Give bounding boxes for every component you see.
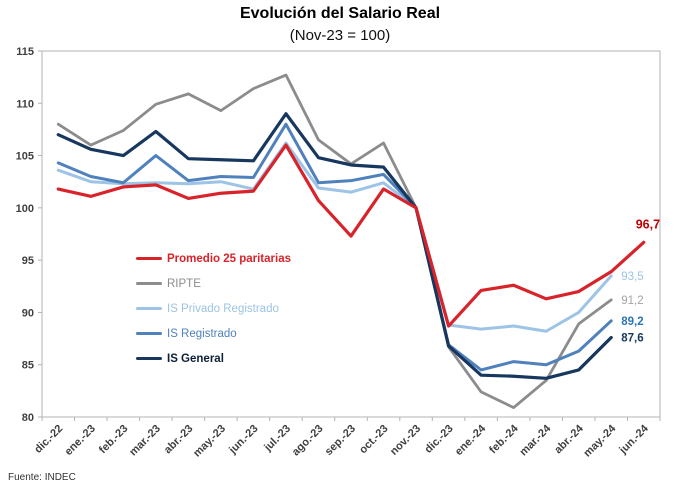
plot-border <box>41 50 661 418</box>
legend-swatch <box>136 281 162 286</box>
x-tick-label: oct.-23 <box>357 423 391 457</box>
y-tick-label: 80 <box>22 412 34 424</box>
x-tick-label: jun.-23 <box>226 423 260 457</box>
legend-swatch <box>136 256 162 261</box>
end-label-promedio-25-paritarias: 96,7 <box>636 217 660 231</box>
series-line-ripte <box>56 73 613 409</box>
legend-swatch <box>136 306 162 311</box>
x-tick-label: feb.-23 <box>97 423 131 457</box>
x-tick-label: ago.-23 <box>290 423 326 459</box>
x-tick-label: may.-23 <box>191 423 228 460</box>
legend-swatch <box>136 331 162 336</box>
end-label-is-privado-registrado: 93,5 <box>621 271 643 283</box>
legend-item-is-privado-registrado: IS Privado Registrado <box>136 296 291 321</box>
chart-subtitle: (Nov-23 = 100) <box>289 27 391 44</box>
end-label-ripte: 91,2 <box>621 295 643 307</box>
source-note: Fuente: INDEC <box>8 472 76 483</box>
series-line-is-privado-registrado <box>56 141 613 333</box>
x-tick-label: ene.-24 <box>453 422 489 458</box>
legend-item-is-registrado: IS Registrado <box>136 321 291 346</box>
legend-item-promedio-25-paritarias: Promedio 25 paritarias <box>136 246 291 271</box>
legend-label: RIPTE <box>167 277 201 290</box>
x-tick-label: dic.-22 <box>32 423 65 456</box>
y-tick-label: 95 <box>22 255 34 267</box>
legend-label: IS General <box>167 352 224 365</box>
legend-label: IS Privado Registrado <box>167 302 279 315</box>
x-tick-label: mar.-23 <box>127 423 163 459</box>
x-tick-label: mar.-24 <box>518 422 554 458</box>
y-tick-label: 90 <box>22 307 34 319</box>
legend-swatch <box>136 356 162 361</box>
x-tick-label: dic.-23 <box>423 423 456 456</box>
x-tick-label: jun.-24 <box>617 422 652 457</box>
series-line-is-registrado <box>56 122 613 372</box>
series-line-promedio-25-paritarias <box>56 143 646 328</box>
series-line-is-general <box>56 112 613 380</box>
x-tick-label: may.-24 <box>581 422 619 460</box>
end-label-is-general: 87,6 <box>621 333 643 345</box>
y-tick-label: 85 <box>22 360 34 372</box>
end-label-is-registrado: 89,2 <box>621 316 643 328</box>
legend-item-ripte: RIPTE <box>136 271 291 296</box>
legend-label: IS Registrado <box>167 327 237 340</box>
chart-legend: Promedio 25 paritarias RIPTE IS Privado Re… <box>136 246 291 371</box>
y-tick-label: 105 <box>16 151 34 163</box>
x-tick-label: nov.-23 <box>388 423 423 458</box>
x-tick-label: feb.-24 <box>487 422 521 456</box>
x-tick-label: ene.-23 <box>63 423 98 458</box>
chart-title: Evolución del Salario Real <box>239 5 441 22</box>
y-tick-label: 100 <box>16 203 34 215</box>
y-tick-label: 110 <box>16 98 34 110</box>
x-tick-label: sep.-23 <box>323 423 358 458</box>
y-tick-label: 115 <box>16 46 34 58</box>
legend-item-is-general: IS General <box>136 346 291 371</box>
legend-label: Promedio 25 paritarias <box>167 252 291 265</box>
x-tick-label: jul.-23 <box>261 423 293 455</box>
